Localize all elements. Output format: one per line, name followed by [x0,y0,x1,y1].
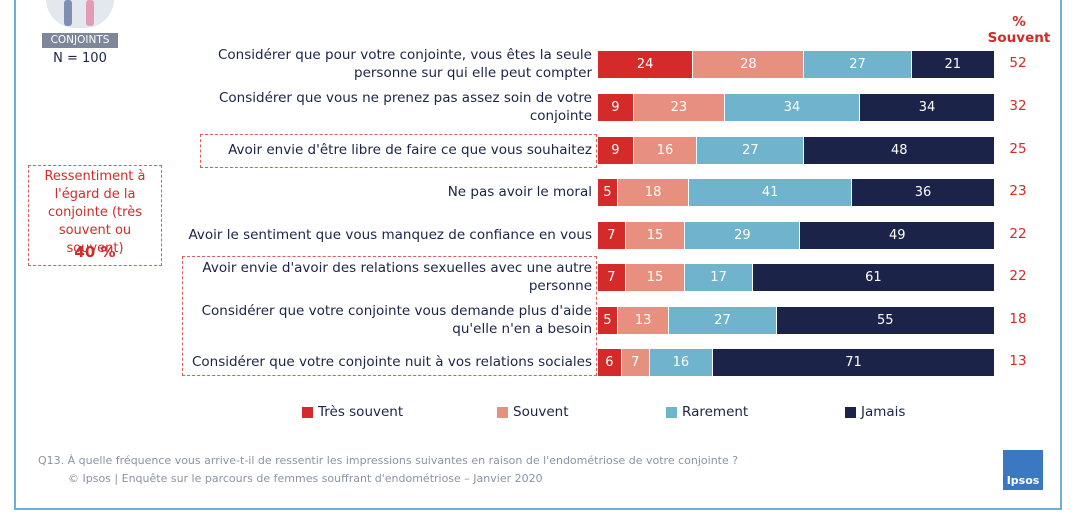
summary-value: 22 [1009,226,1027,242]
bar-segment: 18 [617,179,690,206]
category-label: Considérer que vous ne prenez pas assez … [218,90,592,124]
bar-segment: 34 [860,94,995,121]
bar-segment: 9 [598,137,634,164]
bar-segment: 27 [804,51,912,78]
summary-value: 13 [1009,353,1027,369]
logo: Ipsos [1003,450,1043,490]
bar-segment: 71 [713,349,995,376]
summary-value: 32 [1009,98,1027,114]
bar-segment: 24 [598,51,694,78]
source: © Ipsos | Enquête sur le parcours de fem… [68,472,543,485]
bar-segment: 15 [625,264,686,291]
summary-value: 52 [1009,55,1027,71]
annotation-value: 40 % [74,243,116,261]
bar-segment: 13 [617,307,670,334]
legend-label: Très souvent [318,404,404,420]
bar-segment: 7 [598,264,626,291]
legend-swatch [302,407,313,418]
annotation-box [28,165,162,266]
legend-swatch [845,407,856,418]
question: Q13. À quelle fréquence vous arrive-t-il… [38,454,739,467]
summary-value: 25 [1009,141,1027,157]
legend-label: Rarement [682,404,749,420]
bar-segment: 16 [633,137,698,164]
bar-segment: 27 [669,307,777,334]
category-label: Ne pas avoir le moral [447,184,592,200]
bar-segment: 9 [598,94,634,121]
bar-segment: 15 [625,222,686,249]
summary-value: 22 [1009,268,1027,284]
bar-segment: 7 [598,222,626,249]
summary-value: 18 [1009,311,1027,327]
bar-segment: 61 [752,264,995,291]
bar-segment: 27 [697,137,805,164]
bar-segment: 5 [598,307,618,334]
category-label: Avoir le sentiment que vous manquez de c… [188,227,592,243]
legend-swatch [497,407,508,418]
frame [14,0,1062,510]
bar-segment: 16 [649,349,714,376]
legend-label: Souvent [513,404,569,420]
legend-label: Jamais [861,404,906,420]
category-label: Avoir envie d'avoir des relations sexuel… [202,260,592,294]
category-label: Considérer que pour votre conjointe, vou… [217,47,592,81]
legend-swatch [666,407,677,418]
sample: N = 100 [53,51,107,66]
summary-title: % Souvent [987,14,1051,46]
summary-value: 23 [1009,183,1027,199]
bar-segment: 6 [598,349,622,376]
category-label: Avoir envie d'être libre de faire ce que… [228,142,592,158]
highlight-box [182,256,597,376]
annotation-text: Ressentiment à l'égard de la conjointe (… [44,169,146,256]
bar-segment: 29 [685,222,801,249]
category-label: Considérer que votre conjointe vous dema… [201,303,592,337]
bar-segment: 34 [725,94,860,121]
bar-segment: 41 [689,179,853,206]
bar-segment: 7 [621,349,650,376]
bar-segment: 28 [693,51,805,78]
category-label: Considérer que votre conjointe nuit à vo… [191,354,592,370]
bar-segment: 55 [776,307,995,334]
bar-segment: 23 [633,94,726,121]
bar-segment: 48 [804,137,995,164]
highlight-box [200,134,597,168]
bar-segment: 21 [911,51,995,78]
bar-segment: 5 [598,179,618,206]
bar-segment: 17 [685,264,753,291]
bar-segment: 36 [852,179,995,206]
subgroup-label: CONJOINTS [42,33,118,48]
bar-segment: 49 [800,222,995,249]
